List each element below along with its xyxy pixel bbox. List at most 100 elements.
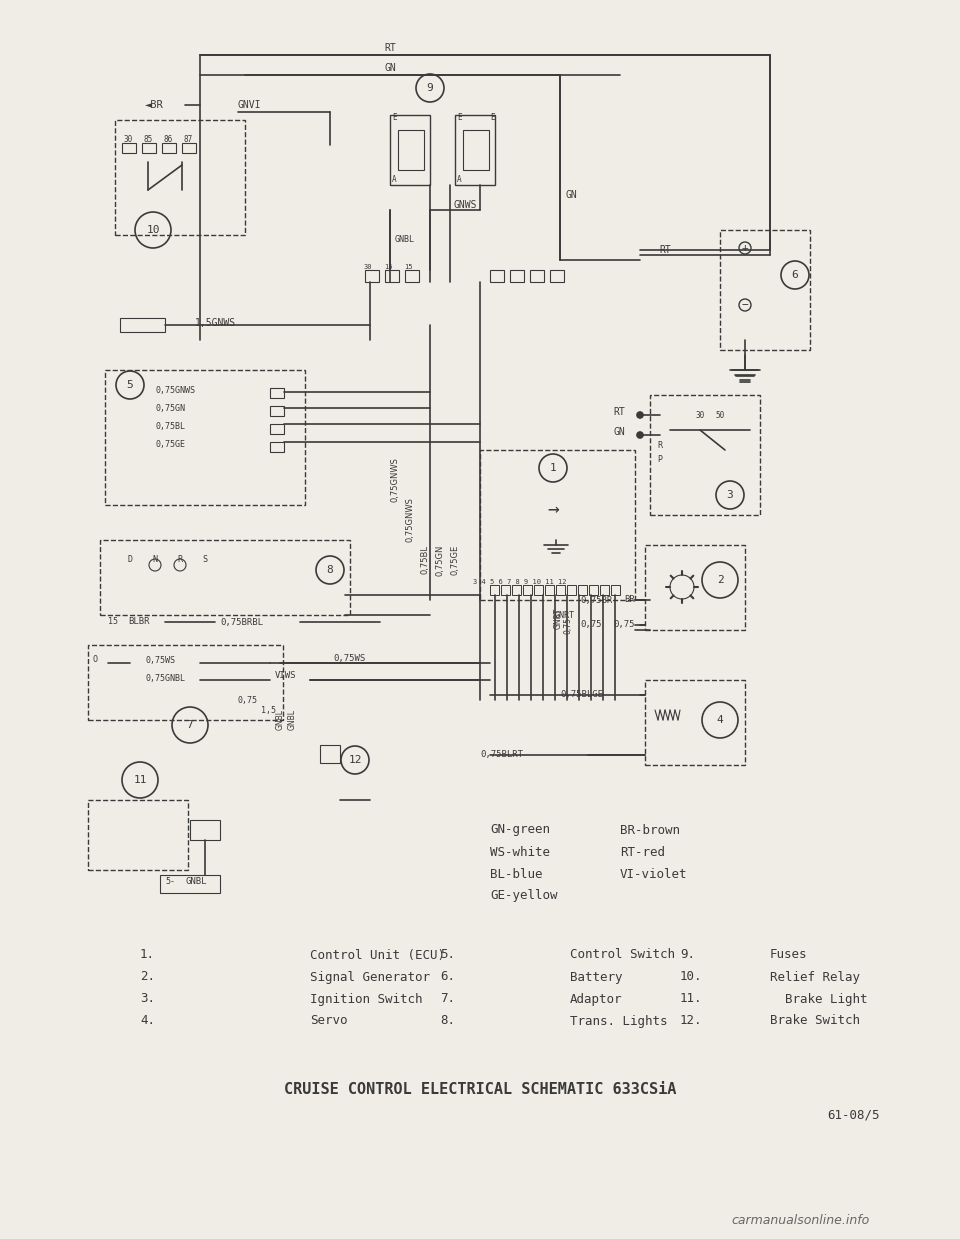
Text: 4: 4 bbox=[716, 715, 724, 725]
Text: Fuses: Fuses bbox=[770, 949, 807, 961]
Text: A: A bbox=[392, 176, 396, 185]
Text: 12: 12 bbox=[348, 755, 362, 764]
Text: GN: GN bbox=[384, 63, 396, 73]
Bar bbox=[105, 370, 305, 506]
Text: 15: 15 bbox=[108, 617, 118, 627]
Bar bbox=[160, 875, 220, 893]
Text: Relief Relay: Relief Relay bbox=[770, 970, 860, 984]
Text: Battery: Battery bbox=[570, 970, 622, 984]
Text: RT: RT bbox=[384, 43, 396, 53]
Text: 11.: 11. bbox=[680, 992, 703, 1006]
Text: CRUISE CONTROL ELECTRICAL SCHEMATIC 633CSiA: CRUISE CONTROL ELECTRICAL SCHEMATIC 633C… bbox=[284, 1083, 676, 1098]
Text: GE-yellow: GE-yellow bbox=[490, 890, 558, 902]
Bar bbox=[162, 142, 176, 152]
Text: 2: 2 bbox=[716, 575, 724, 585]
Text: 1.: 1. bbox=[140, 949, 155, 961]
Bar bbox=[270, 388, 284, 398]
Bar bbox=[530, 270, 544, 282]
Text: +: + bbox=[742, 243, 749, 253]
Text: 0,75GE: 0,75GE bbox=[155, 440, 185, 449]
Text: E: E bbox=[457, 114, 462, 123]
Text: VI-violet: VI-violet bbox=[620, 867, 687, 881]
Text: N: N bbox=[153, 555, 157, 565]
Text: Control Unit (ECU): Control Unit (ECU) bbox=[310, 949, 445, 961]
Text: 1,5: 1,5 bbox=[260, 705, 276, 715]
Text: GNBL: GNBL bbox=[287, 710, 297, 731]
Bar bbox=[398, 130, 424, 170]
Text: GN: GN bbox=[565, 190, 577, 199]
Text: R: R bbox=[658, 441, 662, 450]
Bar bbox=[578, 585, 587, 595]
Bar bbox=[490, 270, 504, 282]
Text: Ignition Switch: Ignition Switch bbox=[310, 992, 422, 1006]
Text: Control Switch: Control Switch bbox=[570, 949, 675, 961]
Text: 0,75GNWS: 0,75GNWS bbox=[155, 385, 195, 394]
Text: BL-blue: BL-blue bbox=[490, 867, 542, 881]
Text: 0,75: 0,75 bbox=[580, 621, 602, 629]
Bar bbox=[556, 585, 565, 595]
Text: 11: 11 bbox=[133, 776, 147, 786]
Text: 0,75GNWS: 0,75GNWS bbox=[391, 457, 399, 503]
Bar bbox=[122, 142, 136, 152]
Bar bbox=[182, 142, 196, 152]
Text: 0,75BLRT: 0,75BLRT bbox=[480, 751, 523, 760]
Text: VIWS: VIWS bbox=[275, 672, 297, 680]
Text: 6: 6 bbox=[792, 270, 799, 280]
Text: 9.: 9. bbox=[680, 949, 695, 961]
Text: 15: 15 bbox=[384, 264, 393, 270]
Circle shape bbox=[637, 432, 643, 439]
Text: GNWS: GNWS bbox=[453, 199, 477, 209]
Text: carmanualsonline.info: carmanualsonline.info bbox=[732, 1213, 870, 1227]
Text: GNBL: GNBL bbox=[395, 235, 415, 244]
Bar bbox=[645, 680, 745, 764]
Bar bbox=[115, 120, 245, 235]
Text: 15: 15 bbox=[404, 264, 412, 270]
Text: 9: 9 bbox=[426, 83, 433, 93]
Bar bbox=[501, 585, 510, 595]
Text: GNBL: GNBL bbox=[276, 710, 284, 731]
Text: →: → bbox=[547, 501, 559, 519]
Text: 0,75BL: 0,75BL bbox=[155, 421, 185, 430]
Text: GNVI: GNVI bbox=[238, 100, 261, 110]
Bar bbox=[270, 406, 284, 416]
Text: 0,75BL: 0,75BL bbox=[420, 545, 429, 575]
Text: 12.: 12. bbox=[680, 1015, 703, 1027]
Text: D: D bbox=[128, 555, 132, 565]
Bar bbox=[142, 142, 156, 152]
Text: 0,75: 0,75 bbox=[564, 617, 572, 633]
Text: O: O bbox=[92, 655, 98, 664]
Text: 30: 30 bbox=[364, 264, 372, 270]
Text: Servo: Servo bbox=[310, 1015, 348, 1027]
Circle shape bbox=[637, 413, 643, 418]
Text: Brake Light: Brake Light bbox=[770, 992, 868, 1006]
Text: GNRT: GNRT bbox=[554, 607, 563, 628]
Text: E: E bbox=[392, 114, 396, 123]
Text: 30: 30 bbox=[124, 135, 132, 145]
Text: 6.: 6. bbox=[440, 970, 455, 984]
Bar bbox=[600, 585, 609, 595]
Text: 8: 8 bbox=[326, 565, 333, 575]
Text: GN-green: GN-green bbox=[490, 824, 550, 836]
Bar bbox=[480, 450, 635, 600]
Bar bbox=[405, 270, 419, 282]
Text: S: S bbox=[203, 555, 207, 565]
Bar bbox=[510, 270, 524, 282]
Text: 0,75BR: 0,75BR bbox=[580, 596, 612, 605]
Bar bbox=[545, 585, 554, 595]
Text: Signal Generator: Signal Generator bbox=[310, 970, 430, 984]
Text: 1: 1 bbox=[550, 463, 557, 473]
Text: BR: BR bbox=[624, 596, 635, 605]
Text: 10.: 10. bbox=[680, 970, 703, 984]
Bar bbox=[550, 270, 564, 282]
Text: P: P bbox=[658, 456, 662, 465]
Text: Adaptor: Adaptor bbox=[570, 992, 622, 1006]
Text: 8.: 8. bbox=[440, 1015, 455, 1027]
Text: 87: 87 bbox=[183, 135, 193, 145]
Text: BR-brown: BR-brown bbox=[620, 824, 680, 836]
Bar bbox=[523, 585, 532, 595]
Text: 7.: 7. bbox=[440, 992, 455, 1006]
Text: 30: 30 bbox=[695, 410, 705, 420]
Text: 10: 10 bbox=[146, 225, 159, 235]
Text: 0,75BRBL: 0,75BRBL bbox=[220, 617, 263, 627]
Text: E: E bbox=[490, 114, 494, 123]
